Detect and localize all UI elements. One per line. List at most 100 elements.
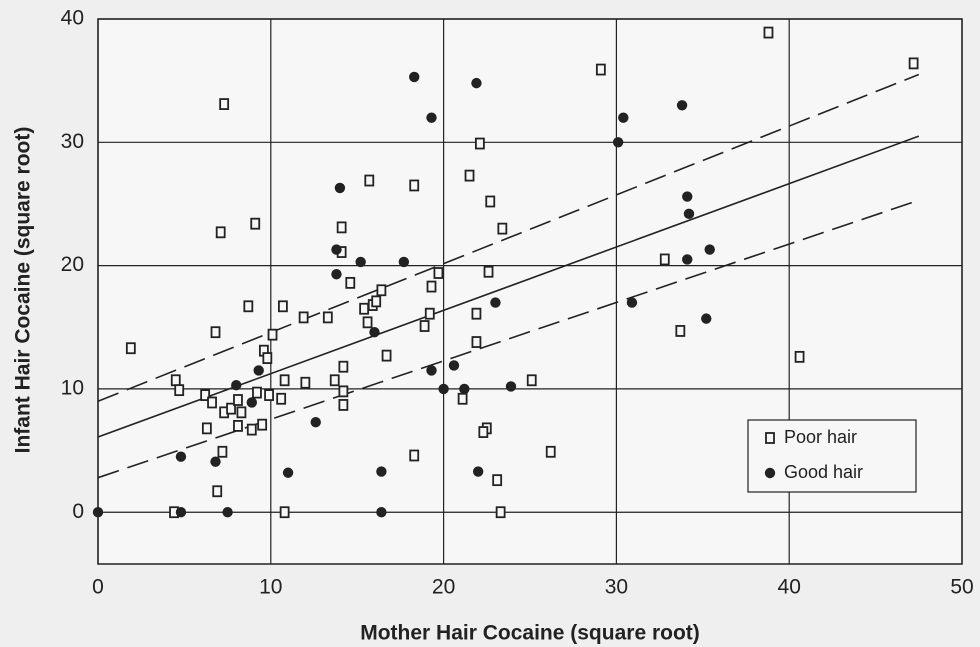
point (381, 349, 392, 362)
point (376, 507, 387, 518)
point (174, 384, 185, 397)
point (222, 507, 233, 518)
point (409, 449, 420, 462)
legend-label: Poor hair (784, 427, 857, 447)
point (409, 71, 420, 83)
point (438, 383, 449, 395)
point (170, 374, 181, 387)
point (253, 365, 264, 376)
y-tick-label: 20 (61, 253, 84, 276)
point (419, 320, 430, 332)
point (495, 506, 506, 519)
point (485, 195, 496, 208)
point (219, 98, 230, 110)
point (226, 402, 236, 415)
point (794, 350, 805, 363)
point (331, 244, 342, 255)
point (207, 396, 217, 409)
point (212, 485, 223, 498)
y-tick-label: 10 (61, 376, 84, 399)
point (246, 423, 257, 436)
point (497, 222, 508, 235)
point (398, 256, 410, 268)
point (282, 467, 294, 478)
point (471, 336, 482, 348)
legend-label: Good hair (784, 462, 863, 482)
point (675, 325, 686, 337)
point (426, 280, 437, 293)
point (336, 221, 347, 234)
point (426, 365, 437, 376)
point (626, 297, 638, 308)
point (175, 507, 187, 518)
point (233, 394, 243, 406)
point (279, 374, 290, 387)
point (376, 466, 387, 477)
point (277, 300, 288, 313)
point (215, 226, 226, 239)
point (474, 137, 485, 150)
point (345, 276, 356, 289)
x-tick-label: 0 (92, 576, 104, 599)
point (701, 313, 712, 324)
point (464, 169, 475, 182)
point (409, 179, 420, 192)
legend-box (747, 419, 917, 493)
point (264, 389, 274, 401)
point (276, 392, 287, 405)
point (331, 269, 342, 280)
point (233, 420, 243, 432)
point (210, 326, 221, 339)
point (217, 445, 228, 458)
y-axis-label: Infant Hair Cocaine (square root) (12, 127, 35, 454)
point (376, 284, 387, 297)
point (338, 360, 349, 373)
point (175, 451, 187, 462)
point (424, 307, 435, 320)
point (310, 417, 321, 428)
x-tick-label: 20 (432, 576, 455, 599)
point (355, 256, 366, 268)
point (243, 300, 254, 313)
point (704, 244, 715, 255)
point (618, 112, 629, 123)
point (298, 311, 309, 324)
point (92, 507, 104, 518)
point (459, 383, 470, 395)
point (471, 77, 482, 89)
x-tick-label: 10 (259, 576, 282, 599)
point (545, 445, 556, 458)
point (369, 326, 380, 338)
x-tick-label: 30 (605, 576, 628, 599)
x-axis-label: Mother Hair Cocaine (square root) (360, 622, 700, 645)
point (279, 506, 290, 519)
point (362, 316, 373, 329)
point (426, 112, 437, 123)
x-tick-label: 40 (778, 576, 801, 599)
point (200, 389, 211, 401)
x-tick-label: 50 (950, 576, 973, 599)
point (262, 352, 273, 364)
point (472, 466, 484, 477)
point (201, 422, 212, 435)
point (322, 311, 333, 324)
point (338, 399, 349, 411)
point (526, 374, 537, 387)
point (763, 26, 774, 39)
point (257, 418, 268, 431)
point (683, 208, 695, 220)
point (505, 381, 517, 392)
point (334, 182, 346, 194)
point (595, 63, 606, 76)
legend-marker (765, 432, 775, 444)
point (252, 386, 262, 399)
y-tick-label: 0 (72, 500, 84, 523)
point (492, 474, 503, 487)
y-tick-label: 30 (61, 130, 84, 153)
point (267, 328, 278, 341)
point (210, 456, 221, 467)
point (908, 57, 919, 70)
point (682, 254, 693, 265)
point (483, 265, 494, 278)
